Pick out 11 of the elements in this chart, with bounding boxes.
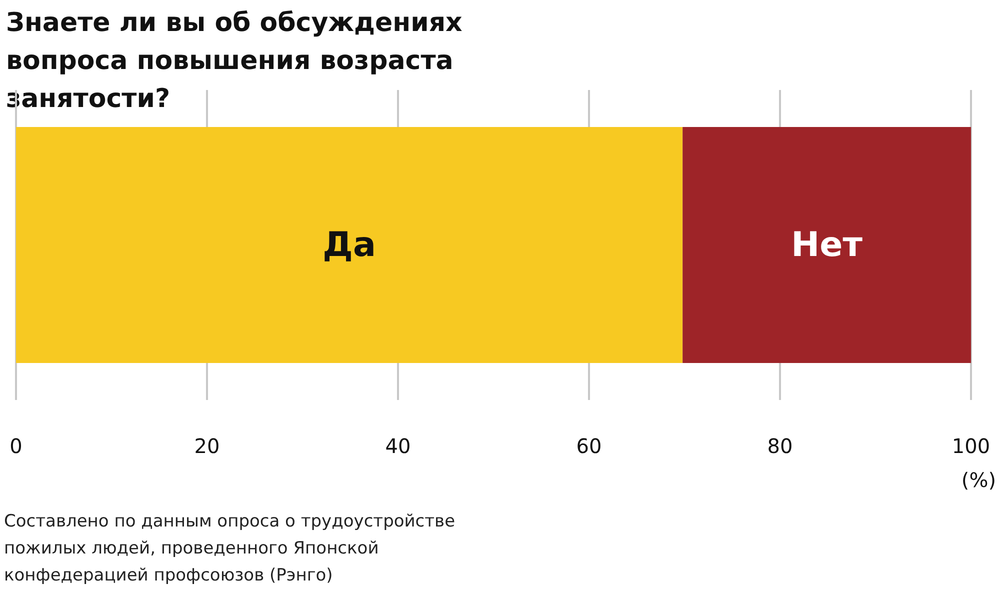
x-tick-label: 60 xyxy=(576,434,602,458)
x-tick-label: 20 xyxy=(194,434,220,458)
series-label: Нет xyxy=(791,225,863,265)
x-tick-label: 100 xyxy=(952,434,990,458)
x-tick-label: 80 xyxy=(767,434,793,458)
text: Составлено по данным опроса о трудоустройстве пожилых людей, проведенного Японской конфедерацией профсоюзов (Рэнго) xyxy=(4,512,460,586)
x-axis-title: (%) xyxy=(961,468,996,492)
x-tick-label: 0 xyxy=(10,434,22,458)
series-label: Да xyxy=(322,225,376,265)
x-tick-label: 40 xyxy=(385,434,411,458)
chart-title: Знаете ли вы об обсуждениях вопроса повышения возраста занятости? xyxy=(6,8,472,114)
